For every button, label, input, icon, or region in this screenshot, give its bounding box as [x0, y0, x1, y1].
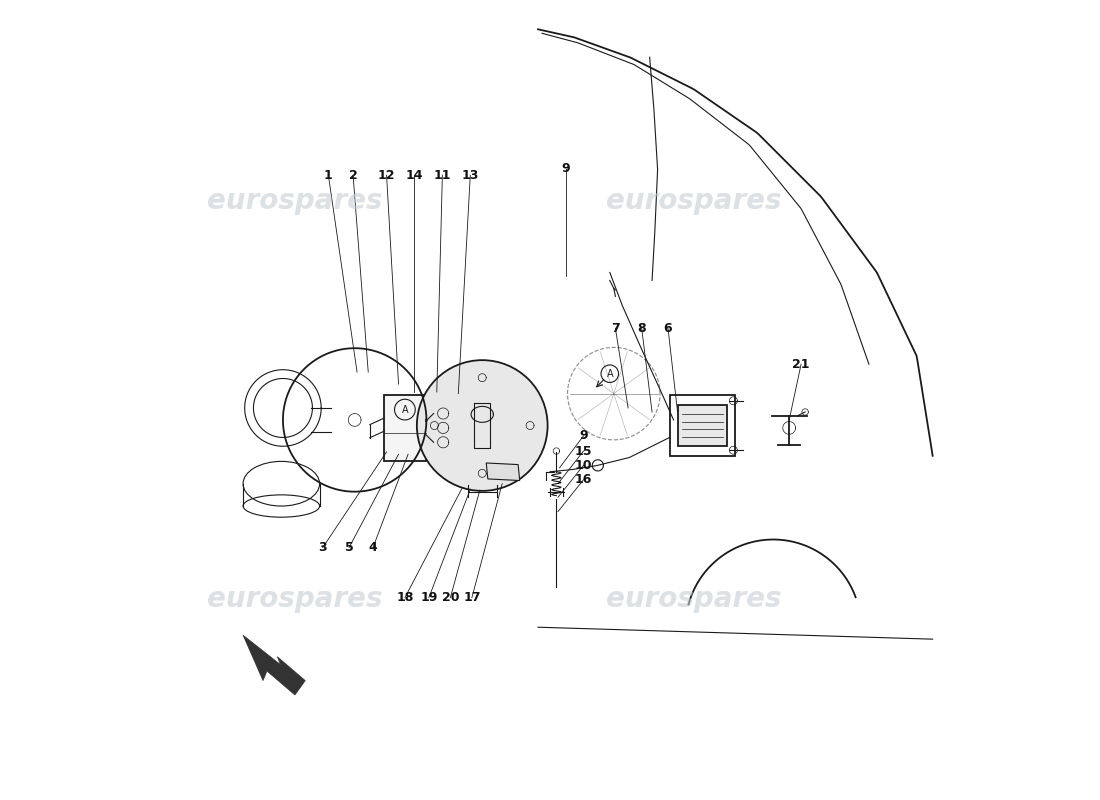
Text: 9: 9 [580, 430, 587, 442]
Text: 10: 10 [574, 459, 592, 472]
Text: 8: 8 [637, 322, 646, 334]
Text: 19: 19 [420, 591, 438, 604]
Text: 20: 20 [441, 591, 459, 604]
Text: 4: 4 [368, 541, 377, 554]
Circle shape [417, 360, 548, 491]
Text: 2: 2 [349, 169, 358, 182]
Bar [670, 395, 735, 456]
Text: 5: 5 [344, 541, 353, 554]
Text: 15: 15 [574, 445, 592, 458]
Text: eurospares: eurospares [606, 586, 781, 614]
Text: eurospares: eurospares [207, 186, 383, 214]
Text: 7: 7 [610, 322, 619, 334]
Text: 1: 1 [324, 169, 332, 182]
Text: 18: 18 [396, 591, 414, 604]
Text: eurospares: eurospares [207, 586, 383, 614]
Text: 3: 3 [319, 541, 327, 554]
Text: eurospares: eurospares [606, 186, 781, 214]
Bar [384, 395, 426, 461]
Text: 16: 16 [575, 474, 592, 486]
Text: 6: 6 [663, 322, 672, 334]
Text: A: A [402, 405, 408, 414]
Text: 21: 21 [792, 358, 810, 370]
Text: 9: 9 [562, 162, 570, 175]
Text: 14: 14 [406, 169, 424, 182]
Bar [678, 405, 727, 446]
Text: 13: 13 [462, 169, 478, 182]
Text: 11: 11 [433, 169, 451, 182]
Polygon shape [486, 463, 519, 481]
Text: 17: 17 [463, 591, 481, 604]
Text: A: A [606, 369, 613, 378]
Text: 12: 12 [377, 169, 395, 182]
Polygon shape [243, 635, 306, 695]
